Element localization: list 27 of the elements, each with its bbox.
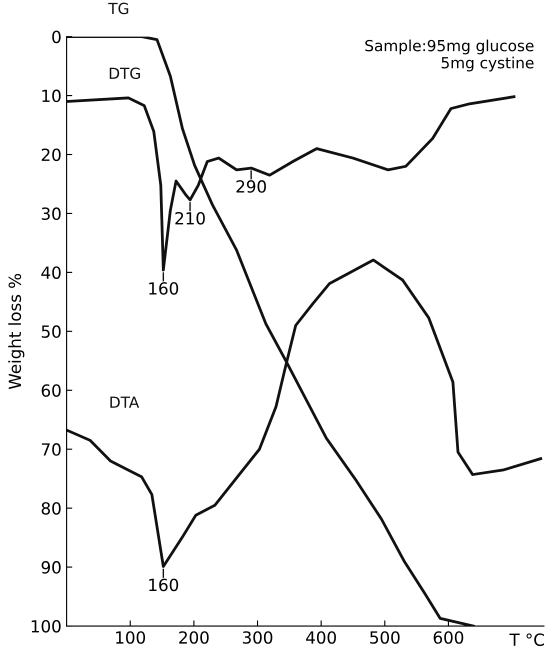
y-tick-label: 50 [42, 325, 61, 338]
annotation: 290 [236, 180, 266, 193]
x-tick-label: 400 [306, 631, 336, 644]
y-tick-label: 70 [42, 443, 61, 456]
y-tick-label: 80 [42, 502, 61, 515]
annotation: 160 [149, 578, 178, 592]
annotation: Sample:95mg glucose 5mg cystine [365, 40, 534, 72]
x-tick-label: 300 [242, 631, 272, 644]
text: DTA [110, 396, 140, 408]
y-axis-title: Weight loss % [8, 274, 24, 390]
x-tick-label: 100 [116, 631, 146, 644]
x-axis-title: T °C [509, 633, 544, 646]
y-tick-label: 20 [42, 148, 61, 162]
y-tick-label: 0 [52, 30, 61, 44]
y-tick-label: 60 [42, 384, 61, 397]
y-tick-label: 40 [41, 266, 61, 279]
y-tick-label: 100 [32, 620, 61, 633]
series-label: TG [108, 2, 128, 14]
annotation: 210 [175, 212, 205, 225]
x-tick-label: 600 [434, 631, 464, 644]
x-tick-label: 500 [370, 631, 400, 644]
annotation: 160 [149, 282, 178, 295]
series-label: DTG [110, 68, 140, 80]
y-tick-label: 90 [42, 561, 61, 574]
y-tick-label: 30 [42, 207, 61, 220]
x-tick-label: 200 [179, 631, 209, 644]
y-tick-label: 10 [42, 90, 61, 102]
